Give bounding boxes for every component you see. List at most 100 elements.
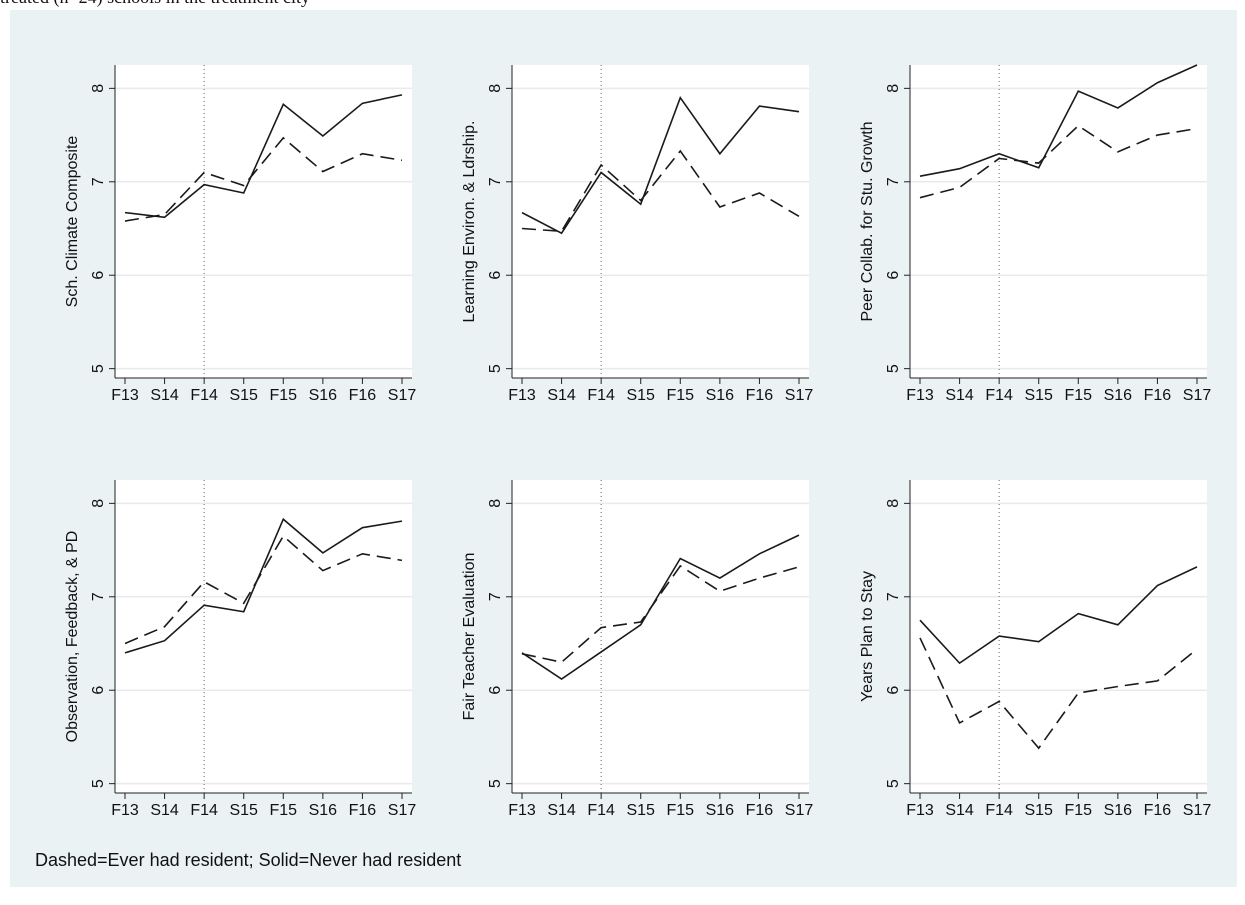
x-tick-label: S15 [229, 802, 258, 819]
x-tick-label: S17 [785, 387, 814, 404]
x-tick-label: S15 [229, 387, 258, 404]
x-tick-label: S14 [150, 387, 179, 404]
series-line [521, 564, 800, 664]
series-line [124, 94, 403, 219]
y-tick-label: 7 [487, 177, 504, 186]
y-tick-label: 7 [90, 177, 107, 186]
x-tick-label: F16 [746, 387, 774, 404]
x-tick-label: S16 [1104, 802, 1133, 819]
plot-area [512, 65, 809, 378]
y-tick-label: 7 [487, 592, 504, 601]
plot-area [115, 65, 412, 378]
x-tick-label: F14 [190, 387, 218, 404]
x-tick-label: S14 [945, 802, 974, 819]
series-line [521, 534, 800, 680]
y-tick-label: 6 [487, 686, 504, 695]
y-tick-label: 6 [90, 271, 107, 280]
y-tick-label: 8 [90, 84, 107, 93]
x-tick-label: F13 [906, 387, 934, 404]
x-tick-label: F16 [1144, 802, 1172, 819]
series-line [124, 136, 403, 222]
series-line [521, 149, 800, 233]
x-tick-label: F13 [508, 802, 536, 819]
x-tick-label: F15 [666, 802, 694, 819]
y-axis-title: Peer Collab. for Stu. Growth [859, 121, 876, 321]
x-tick-label: S17 [785, 802, 814, 819]
x-tick-label: F14 [587, 802, 615, 819]
y-tick-label: 7 [885, 177, 902, 186]
x-tick-label: S16 [1104, 387, 1133, 404]
plot-area [115, 480, 412, 793]
y-axis-title: Years Plan to Stay [859, 571, 876, 702]
x-tick-label: F16 [1144, 387, 1172, 404]
series-line [124, 534, 403, 645]
x-tick-label: F15 [269, 802, 297, 819]
y-tick-label: 5 [90, 779, 107, 788]
y-tick-label: 6 [487, 271, 504, 280]
y-tick-label: 5 [90, 364, 107, 373]
x-tick-label: S16 [309, 802, 338, 819]
plot-area [910, 65, 1207, 378]
x-tick-label: F13 [111, 802, 139, 819]
x-tick-label: F13 [111, 387, 139, 404]
x-tick-label: F16 [349, 802, 377, 819]
x-tick-label: S14 [150, 802, 179, 819]
x-tick-label: F14 [190, 802, 218, 819]
y-tick-label: 6 [90, 686, 107, 695]
x-tick-label: S17 [1183, 802, 1212, 819]
y-tick-label: 6 [885, 686, 902, 695]
x-tick-label: S15 [626, 387, 655, 404]
series-line [919, 637, 1198, 750]
series-line [919, 64, 1198, 177]
x-tick-label: S15 [1024, 802, 1053, 819]
series-line [124, 517, 403, 654]
y-tick-label: 5 [487, 779, 504, 788]
series-line [919, 566, 1198, 665]
y-axis-title: Fair Teacher Evaluation [461, 553, 478, 721]
x-tick-label: F14 [587, 387, 615, 404]
y-tick-label: 5 [885, 364, 902, 373]
x-tick-label: S14 [945, 387, 974, 404]
plot-area [512, 480, 809, 793]
series-line [919, 124, 1198, 199]
x-tick-label: S17 [388, 387, 417, 404]
y-tick-label: 7 [885, 592, 902, 601]
x-tick-label: S16 [309, 387, 338, 404]
y-axis-title: Sch. Climate Composite [64, 136, 81, 308]
x-tick-label: F16 [746, 802, 774, 819]
x-tick-label: S14 [547, 387, 576, 404]
x-tick-label: S17 [1183, 387, 1212, 404]
x-tick-label: S16 [706, 387, 735, 404]
x-tick-label: S16 [706, 802, 735, 819]
y-tick-label: 8 [487, 499, 504, 508]
plot-area [910, 480, 1207, 793]
y-axis-title: Learning Environ. & Ldrship. [461, 121, 478, 323]
x-tick-label: F15 [1064, 387, 1092, 404]
series-line [521, 96, 800, 235]
x-tick-label: S17 [388, 802, 417, 819]
x-tick-label: F13 [906, 802, 934, 819]
x-tick-label: F16 [349, 387, 377, 404]
y-tick-label: 5 [487, 364, 504, 373]
x-tick-label: S14 [547, 802, 576, 819]
note: Dashed=Ever had resident; Solid=Never ha… [35, 850, 461, 870]
x-tick-label: F15 [666, 387, 694, 404]
x-tick-label: S15 [1024, 387, 1053, 404]
x-tick-label: F14 [985, 802, 1013, 819]
y-tick-label: 6 [885, 271, 902, 280]
x-tick-label: F14 [985, 387, 1013, 404]
y-tick-label: 8 [90, 499, 107, 508]
y-tick-label: 8 [885, 84, 902, 93]
x-tick-label: F15 [269, 387, 297, 404]
x-tick-label: S15 [626, 802, 655, 819]
y-axis-title: Observation, Feedback, & PD [64, 531, 81, 743]
caption: treated (n=24) schools in the treatment … [0, 0, 310, 8]
y-tick-label: 7 [90, 592, 107, 601]
y-tick-label: 8 [487, 84, 504, 93]
y-tick-label: 8 [885, 499, 902, 508]
x-tick-label: F13 [508, 387, 536, 404]
y-tick-label: 5 [885, 779, 902, 788]
x-tick-label: F15 [1064, 802, 1092, 819]
